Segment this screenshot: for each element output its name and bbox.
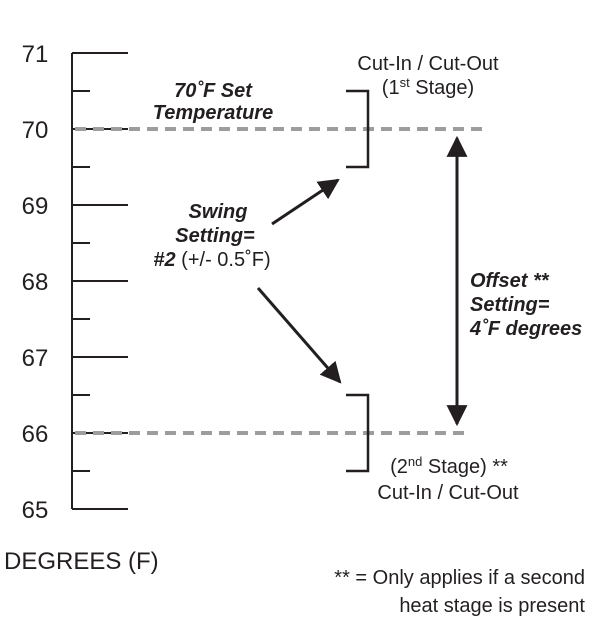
footnote: ** = Only applies if a second bbox=[334, 567, 585, 589]
swing-setting-label: Swing bbox=[189, 201, 248, 223]
first-stage-bracket bbox=[346, 89, 370, 169]
axis-title: DEGREES (F) bbox=[4, 548, 159, 575]
tick-label-70: 70 bbox=[22, 117, 49, 144]
first-stage-label: Cut-In / Cut-Out bbox=[357, 53, 499, 75]
second-stage-label: (2nd Stage) ** bbox=[390, 454, 508, 478]
swing-setting-value: #2 (+/- 0.5˚F) bbox=[153, 249, 270, 271]
tick-label-71: 71 bbox=[22, 41, 49, 68]
swing-arrow-down bbox=[256, 287, 342, 384]
swing-arrow-up bbox=[271, 178, 340, 226]
swing-setting-label: Setting= bbox=[175, 225, 255, 247]
second-stage-label: Cut-In / Cut-Out bbox=[377, 482, 519, 504]
tick-label-68: 68 bbox=[22, 269, 49, 296]
offset-setting-label: Offset ** bbox=[470, 270, 550, 292]
offset-setting-label: Setting= bbox=[470, 294, 550, 316]
second-stage-bracket bbox=[346, 393, 370, 473]
tick-label-69: 69 bbox=[22, 193, 49, 220]
footnote: heat stage is present bbox=[399, 595, 585, 617]
tick-label-66: 66 bbox=[22, 421, 49, 448]
temperature-scale: 71 70 69 68 67 66 65 DEGREES (F) bbox=[4, 41, 159, 575]
tick-label-67: 67 bbox=[22, 345, 49, 372]
set-temperature-label: 70˚F Set bbox=[174, 79, 253, 102]
first-stage-label: (1st Stage) bbox=[382, 75, 474, 99]
offset-setting-value: 4˚F degrees bbox=[469, 317, 582, 340]
set-temperature-label: Temperature bbox=[153, 102, 273, 124]
tick-label-65: 65 bbox=[22, 497, 49, 524]
